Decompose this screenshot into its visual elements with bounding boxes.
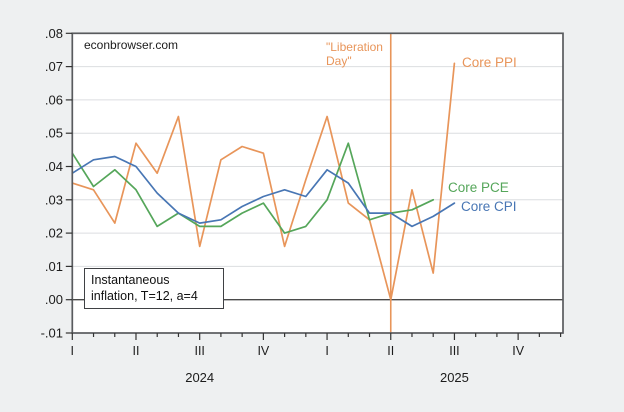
svg-text:III: III (449, 344, 459, 358)
svg-text:2024: 2024 (185, 370, 214, 385)
core-cpi-label: Core CPI (461, 199, 517, 214)
liberation-day-annotation: "Liberation Day" (326, 40, 390, 68)
liberation-day-line2: Day" (326, 54, 352, 68)
svg-text:I: I (71, 344, 74, 358)
svg-text:.05: .05 (45, 126, 63, 141)
svg-text:I: I (325, 344, 328, 358)
core-ppi-label: Core PPI (462, 55, 517, 70)
svg-text:II: II (133, 344, 140, 358)
svg-text:.06: .06 (45, 92, 63, 107)
svg-text:.04: .04 (45, 159, 63, 174)
svg-text:-.01: -.01 (41, 326, 63, 341)
svg-text:.02: .02 (45, 226, 63, 241)
svg-text:.08: .08 (45, 26, 63, 41)
svg-text:.01: .01 (45, 259, 63, 274)
note-line1: Instantaneous (91, 273, 170, 287)
svg-text:.00: .00 (45, 292, 63, 307)
svg-text:.07: .07 (45, 59, 63, 74)
svg-text:.03: .03 (45, 192, 63, 207)
svg-text:IV: IV (257, 344, 269, 358)
liberation-day-line1: "Liberation (326, 40, 383, 54)
note-line2: inflation, T=12, a=4 (91, 289, 198, 303)
core-pce-label: Core PCE (448, 180, 509, 195)
svg-text:IV: IV (512, 344, 524, 358)
svg-text:II: II (387, 344, 394, 358)
svg-text:III: III (194, 344, 204, 358)
site-watermark: econbrowser.com (84, 38, 179, 52)
note-box: Instantaneous inflation, T=12, a=4 (84, 268, 224, 309)
svg-text:2025: 2025 (440, 370, 469, 385)
